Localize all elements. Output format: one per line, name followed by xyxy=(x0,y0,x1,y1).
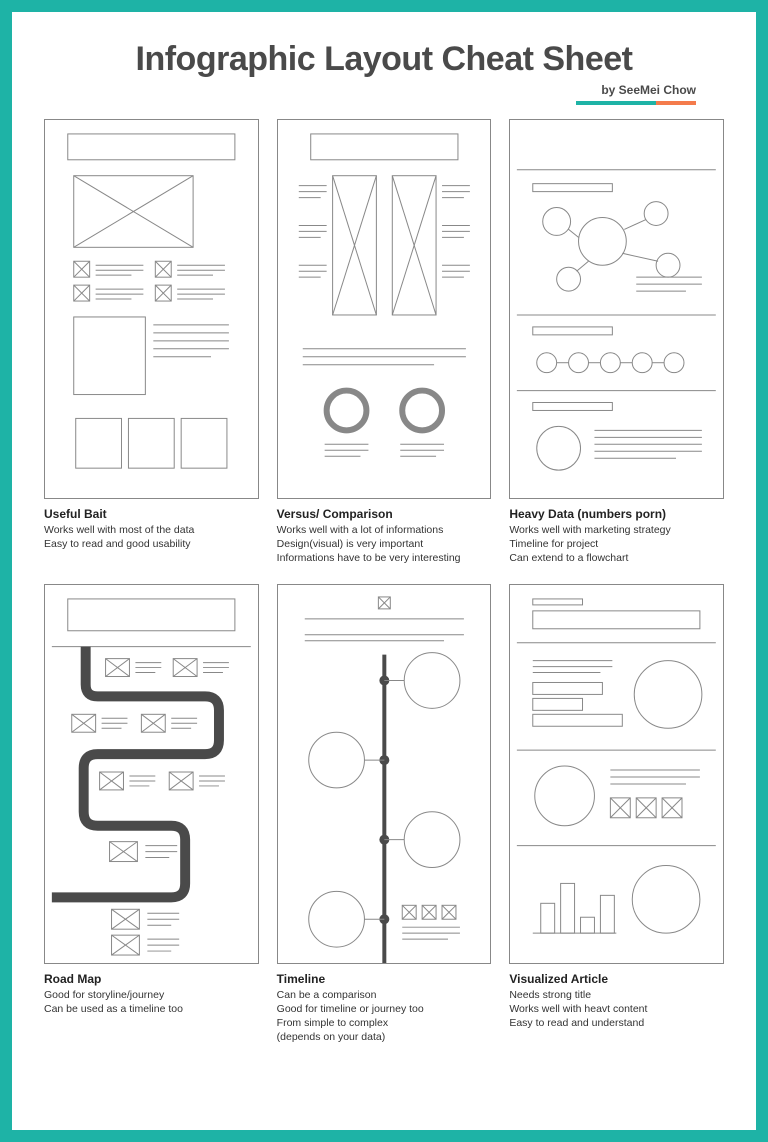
cell-visualized: Visualized Article Needs strong title Wo… xyxy=(509,584,724,1045)
label-timeline: Timeline Can be a comparison Good for ti… xyxy=(277,972,492,1045)
label-visualized: Visualized Article Needs strong title Wo… xyxy=(509,972,724,1031)
cell-road-map: Road Map Good for storyline/journey Can … xyxy=(44,584,259,1045)
desc-heavy-data: Works well with marketing strategy Timel… xyxy=(509,523,724,566)
card-visualized xyxy=(509,584,724,964)
card-timeline xyxy=(277,584,492,964)
label-useful-bait: Useful Bait Works well with most of the … xyxy=(44,507,259,551)
label-heavy-data: Heavy Data (numbers porn) Works well wit… xyxy=(509,507,724,566)
byline: by SeeMei Chow xyxy=(601,83,696,97)
card-heavy-data xyxy=(509,119,724,499)
title-visualized: Visualized Article xyxy=(509,972,724,986)
title-timeline: Timeline xyxy=(277,972,492,986)
layout-grid: Useful Bait Works well with most of the … xyxy=(44,119,724,1044)
desc-useful-bait: Works well with most of the data Easy to… xyxy=(44,523,259,551)
label-versus: Versus/ Comparison Works well with a lot… xyxy=(277,507,492,566)
title-useful-bait: Useful Bait xyxy=(44,507,259,521)
title-heavy-data: Heavy Data (numbers porn) xyxy=(509,507,724,521)
poster-frame: Infographic Layout Cheat Sheet by SeeMei… xyxy=(0,0,768,1142)
card-versus xyxy=(277,119,492,499)
card-useful-bait xyxy=(44,119,259,499)
title-road-map: Road Map xyxy=(44,972,259,986)
desc-versus: Works well with a lot of informations De… xyxy=(277,523,492,566)
label-road-map: Road Map Good for storyline/journey Can … xyxy=(44,972,259,1016)
desc-visualized: Needs strong title Works well with heavt… xyxy=(509,988,724,1031)
cell-heavy-data: Heavy Data (numbers porn) Works well wit… xyxy=(509,119,724,566)
card-road-map xyxy=(44,584,259,964)
main-title: Infographic Layout Cheat Sheet xyxy=(44,40,724,79)
cell-useful-bait: Useful Bait Works well with most of the … xyxy=(44,119,259,566)
title-versus: Versus/ Comparison xyxy=(277,507,492,521)
cell-timeline: Timeline Can be a comparison Good for ti… xyxy=(277,584,492,1045)
desc-road-map: Good for storyline/journey Can be used a… xyxy=(44,988,259,1016)
cell-versus: Versus/ Comparison Works well with a lot… xyxy=(277,119,492,566)
byline-underline xyxy=(576,101,696,105)
byline-wrap: by SeeMei Chow xyxy=(44,81,696,105)
desc-timeline: Can be a comparison Good for timeline or… xyxy=(277,988,492,1045)
